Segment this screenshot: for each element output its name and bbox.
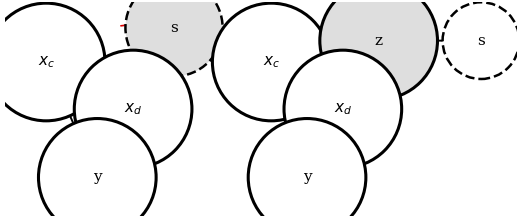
Text: y: y [93, 170, 102, 184]
Text: $x_d$: $x_d$ [334, 101, 352, 117]
Ellipse shape [125, 0, 222, 77]
Ellipse shape [39, 119, 156, 218]
Text: $x_c$: $x_c$ [38, 54, 55, 70]
Ellipse shape [248, 119, 366, 218]
Ellipse shape [320, 0, 437, 99]
Text: $x_d$: $x_d$ [124, 101, 142, 117]
Text: s: s [477, 34, 485, 48]
Ellipse shape [443, 2, 519, 79]
Ellipse shape [284, 50, 402, 168]
Ellipse shape [74, 50, 192, 168]
Text: $x_c$: $x_c$ [263, 54, 280, 70]
Text: y: y [303, 170, 311, 184]
Ellipse shape [212, 3, 330, 121]
Ellipse shape [0, 3, 105, 121]
Text: s: s [170, 21, 178, 35]
Text: z: z [375, 34, 383, 48]
